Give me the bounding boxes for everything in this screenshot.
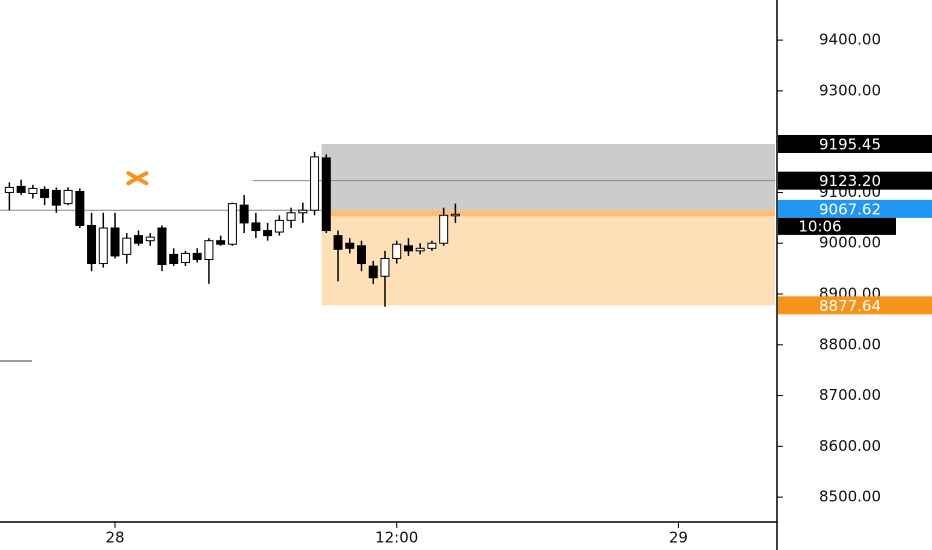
y-tick-label: 9400.00 [819,31,881,49]
y-tick-label: 8700.00 [819,386,881,404]
candle-body [333,235,343,250]
candle-body [98,227,108,265]
candle-body [180,252,190,264]
price-label: 9195.45 [819,135,881,153]
y-tick-label: 9000.00 [819,234,881,252]
marker-cross [126,171,149,186]
candle-body [310,156,320,211]
candle-body [4,186,14,193]
candle-body [321,157,331,232]
candle-body [439,214,449,244]
price-label: 8877.64 [819,297,881,315]
candle-body [345,242,355,249]
candle-body [415,247,425,252]
x-tick-label: 29 [669,529,688,547]
candle-body [298,209,308,214]
price-label: 9123.20 [819,172,881,190]
candle-body [392,243,402,259]
candle-body [40,188,50,199]
price-label-box [778,199,932,218]
x-tick-label: 12:00 [375,529,418,547]
y-tick-label: 8600.00 [819,437,881,455]
x-tick-label: 28 [105,529,124,547]
candle-body [216,240,226,245]
candle-body [157,227,167,266]
candle-body [63,189,73,205]
candle-body [380,257,390,277]
countdown: 10:06 [798,217,841,235]
zone [321,210,775,306]
candle-body [16,185,26,193]
price-label-box [778,296,932,315]
candle-body [286,212,296,221]
y-tick-label: 8500.00 [819,488,881,506]
candle-body [227,203,237,245]
y-tick-label: 9300.00 [819,81,881,99]
price-label-box [778,171,932,190]
candle-body [274,219,284,233]
candle-body [368,265,378,279]
candle-body [427,242,437,249]
candle-body [403,245,413,252]
candle-body [357,245,367,265]
zone [321,143,775,211]
candle-body [204,240,214,260]
candle-body [192,252,202,260]
candle-body [450,213,460,217]
price-label: 9067.62 [819,200,881,218]
candle-body [28,187,38,194]
candle-body [110,227,120,257]
candle-body [51,189,61,206]
candle-body [251,222,261,232]
y-tick-label: 8800.00 [819,335,881,353]
candle-body [169,253,179,265]
candle-body [263,230,273,237]
candle-body [145,236,155,242]
candle-body [122,237,132,255]
price-label-box [778,134,932,153]
candle-body [133,235,143,244]
countdown-box [778,217,896,235]
candle-body [75,190,85,226]
candle-body [239,204,249,224]
candle-body [87,224,97,265]
